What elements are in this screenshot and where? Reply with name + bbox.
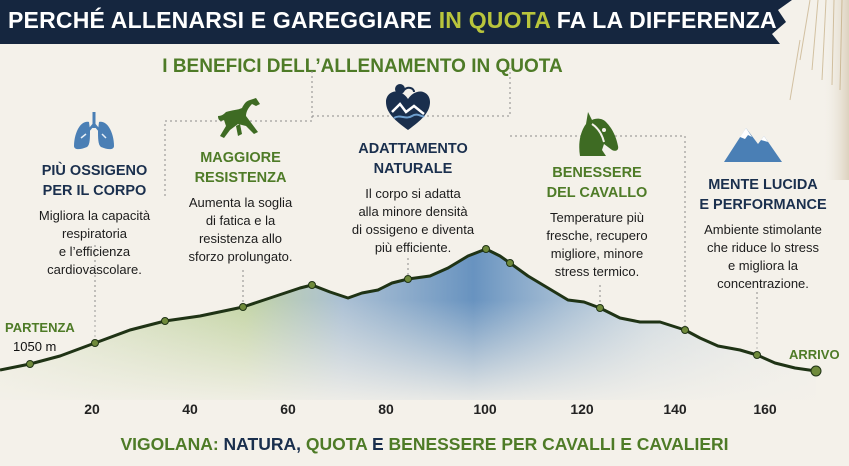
profile-marker (161, 317, 169, 325)
profile-marker (506, 259, 514, 267)
profile-line (0, 247, 817, 373)
x-tick-label: 100 (473, 401, 497, 417)
footer-tagline: VIGOLANA: NATURA, QUOTA E BENESSERE PER … (0, 434, 849, 455)
benefit-text: Aumenta la soglia di fatica e la resiste… (188, 195, 293, 264)
footer-part: QUOTA (305, 434, 372, 454)
profile-fade (0, 300, 849, 400)
x-tick-label: 80 (378, 401, 394, 417)
x-tick-label: 60 (280, 401, 296, 417)
profile-markers (26, 245, 822, 377)
title-suffix: FA LA DIFFERENZA (550, 7, 777, 33)
x-tick-label: 160 (753, 401, 777, 417)
page-title: PERCHÉ ALLENARSI E GAREGGIARE IN QUOTA F… (8, 7, 777, 34)
benefit-title: MAGGIORE RESISTENZA (194, 150, 287, 186)
benefit-text: Il corpo si adatta alla minore densità d… (351, 186, 475, 255)
benefit-mind: MENTE LUCIDA E PERFORMANCE Ambiente stim… (688, 175, 838, 293)
start-elevation: 1050 m (13, 339, 57, 354)
heart-icon (386, 84, 430, 130)
footer-part: VIGOLANA: (120, 434, 224, 454)
profile-marker (681, 326, 689, 334)
horse-head-icon (579, 112, 619, 156)
title-prefix: PERCHÉ ALLENARSI E GAREGGIARE (8, 7, 439, 33)
benefit-horse-wellbeing: BENESSERE DEL CAVALLO Temperature più fr… (522, 163, 672, 281)
profile-marker (753, 351, 761, 359)
x-tick-label: 20 (84, 401, 100, 417)
benefit-title: ADATTAMENTO NATURALE (358, 141, 468, 177)
x-tick-label: 140 (663, 401, 687, 417)
benefit-title: MENTE LUCIDA E PERFORMANCE (699, 177, 827, 213)
profile-marker (404, 275, 412, 283)
profile-marker (91, 339, 99, 347)
benefit-adaptation: ADATTAMENTO NATURALE Il corpo si adatta … (322, 139, 504, 257)
footer-part: E (371, 434, 389, 454)
profile-marker (239, 303, 247, 311)
profile-marker (26, 360, 34, 368)
footer-part: BENESSERE PER CAVALLI E CAVALIERI (388, 434, 729, 454)
profile-marker (308, 281, 316, 289)
horse-icon (218, 98, 260, 138)
mountain-icon (724, 128, 782, 162)
benefit-title: PIÙ OSSIGENO PER IL CORPO (41, 163, 148, 199)
benefit-text: Migliora la capacità respiratoria e l’ef… (38, 208, 151, 277)
benefit-oxygen: PIÙ OSSIGENO PER IL CORPO Migliora la ca… (22, 161, 167, 279)
end-label: ARRIVO (789, 347, 840, 362)
title-banner (0, 0, 792, 44)
profile-marker (810, 365, 822, 377)
start-label: PARTENZA (5, 320, 75, 335)
profile-marker (482, 245, 490, 253)
subtitle: I BENEFICI DELL’ALLENAMENTO IN QUOTA (162, 56, 563, 77)
benefit-endurance: MAGGIORE RESISTENZA Aumenta la soglia di… (168, 148, 313, 266)
footer-part: NATURA, (223, 434, 306, 454)
lungs-icon (74, 112, 114, 150)
profile-marker (596, 304, 604, 312)
benefit-title: BENESSERE DEL CAVALLO (546, 165, 648, 201)
x-tick-label: 40 (182, 401, 198, 417)
x-tick-label: 120 (570, 401, 594, 417)
benefit-text: Ambiente stimolante che riduce lo stress… (704, 222, 822, 291)
benefit-text: Temperature più fresche, recupero miglio… (546, 210, 648, 279)
title-highlight: IN QUOTA (438, 7, 551, 33)
